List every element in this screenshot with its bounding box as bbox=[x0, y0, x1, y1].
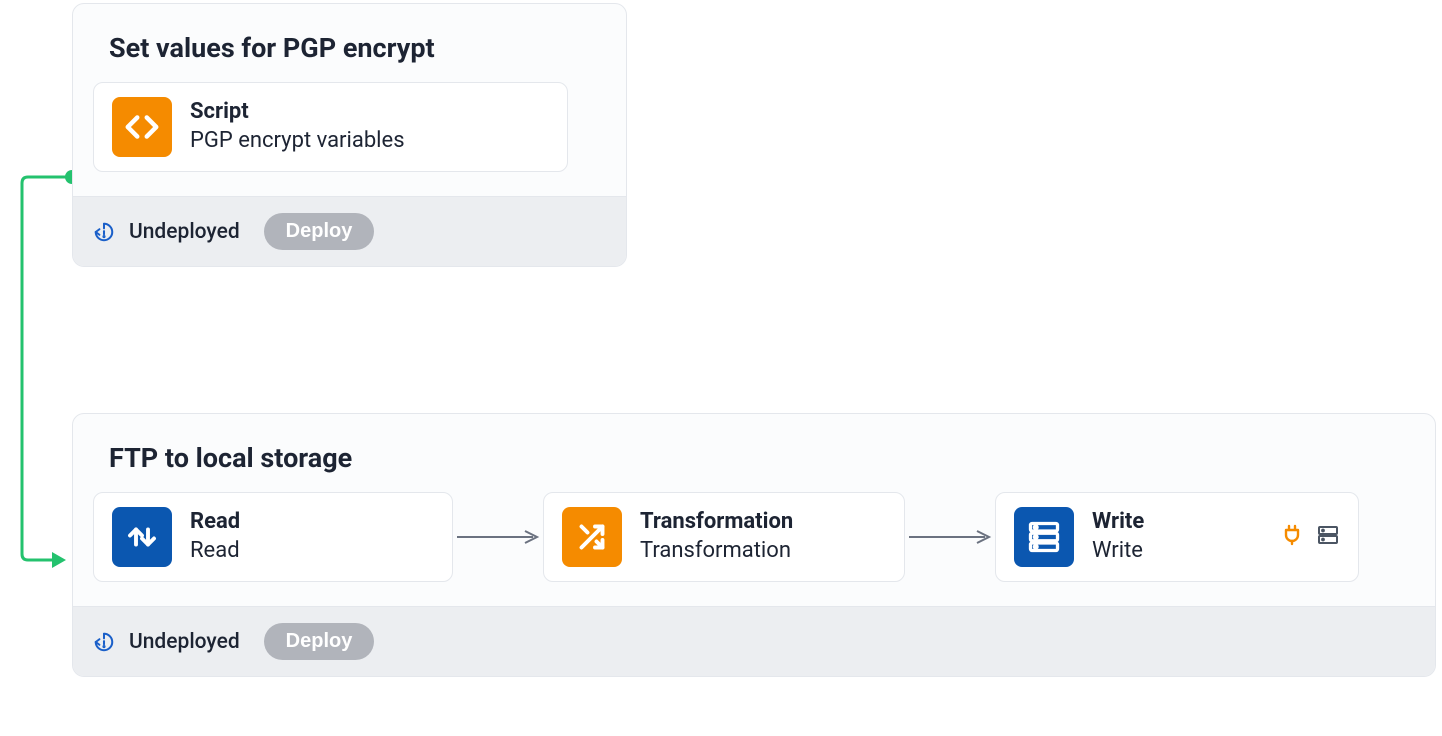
step-script[interactable]: Script PGP encrypt variables bbox=[93, 82, 568, 172]
workflow-card-pgp[interactable]: Set values for PGP encrypt Script PGP en… bbox=[72, 3, 627, 267]
arrow-icon bbox=[905, 536, 995, 538]
step-subtitle: Read bbox=[190, 537, 240, 566]
status-icon bbox=[93, 221, 115, 243]
status-icon bbox=[93, 631, 115, 653]
step-title: Transformation bbox=[640, 508, 793, 537]
step-subtitle: PGP encrypt variables bbox=[190, 127, 405, 156]
arrow-icon bbox=[453, 536, 543, 538]
deploy-button[interactable]: Deploy bbox=[264, 213, 375, 250]
step-title: Script bbox=[190, 98, 405, 127]
step-subtitle: Transformation bbox=[640, 537, 793, 566]
card-body: Read Read Transformation Transformation bbox=[73, 492, 1435, 606]
deploy-button[interactable]: Deploy bbox=[264, 623, 375, 660]
step-title: Write bbox=[1092, 508, 1144, 537]
card-footer: Undeployed Deploy bbox=[73, 606, 1435, 676]
card-body: Script PGP encrypt variables bbox=[73, 82, 626, 196]
workflow-canvas: Set values for PGP encrypt Script PGP en… bbox=[0, 0, 1442, 736]
step-title: Read bbox=[190, 508, 240, 537]
step-transformation[interactable]: Transformation Transformation bbox=[543, 492, 905, 582]
shuffle-icon bbox=[562, 507, 622, 567]
workflow-card-ftp[interactable]: FTP to local storage Read Read bbox=[72, 413, 1436, 677]
code-icon bbox=[112, 97, 172, 157]
status-text: Undeployed bbox=[129, 630, 240, 654]
server-small-icon bbox=[1316, 523, 1340, 551]
card-title: Set values for PGP encrypt bbox=[73, 4, 626, 82]
plug-icon bbox=[1280, 523, 1304, 551]
updown-icon bbox=[112, 507, 172, 567]
step-read[interactable]: Read Read bbox=[93, 492, 453, 582]
step-subtitle: Write bbox=[1092, 537, 1144, 566]
card-title: FTP to local storage bbox=[73, 414, 1435, 492]
card-footer: Undeployed Deploy bbox=[73, 196, 626, 266]
status-text: Undeployed bbox=[129, 220, 240, 244]
server-icon bbox=[1014, 507, 1074, 567]
step-write[interactable]: Write Write bbox=[995, 492, 1359, 582]
